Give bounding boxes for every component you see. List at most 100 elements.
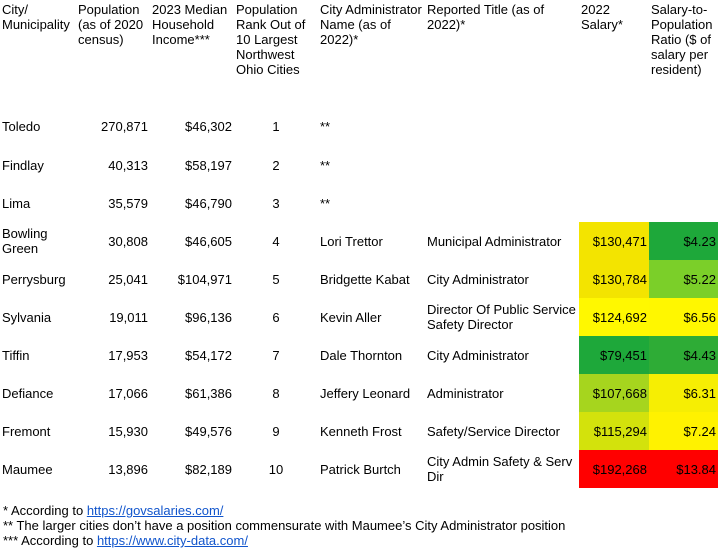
cell-ratio [649, 184, 718, 222]
table-row: Perrysburg 25,041 $104,971 5 Bridgette Kabat… [0, 260, 718, 298]
cell-rank: 7 [272, 347, 280, 363]
cell-population: 40,313 [108, 157, 148, 173]
table-row: Fremont 15,930 $49,576 9 Kenneth Frost Safety… [0, 412, 718, 450]
cell-rank: 5 [272, 271, 280, 287]
cell-admin: ** [320, 195, 331, 211]
table-row: Bowling Green 30,808 $46,605 4 Lori Trettor M… [0, 222, 718, 260]
cell-title: City Administrator [427, 271, 529, 287]
cell-population: 17,953 [108, 347, 148, 363]
cell-admin: Dale Thornton [320, 347, 403, 363]
cell-rank: 2 [272, 157, 280, 173]
header-city: City/Municipality [2, 2, 70, 32]
cell-rank: 10 [268, 461, 284, 477]
salary-table: City/Municipality Population (as of 2020 c… [0, 0, 718, 488]
cell-title [425, 106, 579, 146]
cell-admin: Bridgette Kabat [320, 271, 410, 287]
cell-salary [579, 146, 649, 184]
cell-title: City Administrator [427, 347, 529, 363]
cell-population: 15,930 [108, 423, 148, 439]
header-admin: City Administrator Name (as of 2022)* [320, 2, 422, 47]
header-population: Population (as of 2020 census) [78, 2, 144, 47]
header-ratio: Salary-to- Population Ratio ($ of salary pe… [651, 2, 713, 77]
cell-salary: $192,268 [579, 450, 649, 488]
footnote-2: ** The larger cities don’t have a positi… [3, 518, 566, 533]
cell-city: Toledo [2, 118, 41, 134]
cell-population: 25,041 [108, 271, 148, 287]
cell-salary: $130,784 [579, 260, 649, 298]
cell-admin: ** [320, 157, 331, 173]
table-row: Maumee 13,896 $82,189 10 Patrick Burtch City … [0, 450, 718, 488]
cell-income: $82,189 [185, 461, 232, 477]
cell-admin: ** [320, 118, 331, 134]
cell-population: 30,808 [108, 233, 148, 249]
cell-admin: Kenneth Frost [320, 423, 402, 439]
cell-salary [579, 106, 649, 146]
footnotes: * According to https://govsalaries.com/ … [3, 503, 565, 548]
cell-rank: 4 [272, 233, 280, 249]
cell-rank: 3 [272, 195, 280, 211]
table-row: Findlay 40,313 $58,197 2 ** [0, 146, 718, 184]
header-rank: Population Rank Out of 10 Largest Northwest… [236, 2, 306, 77]
cell-ratio: $13.84 [649, 450, 718, 488]
cell-title: Administrator [427, 385, 504, 401]
cell-title [425, 184, 579, 222]
header-title: Reported Title (as of 2022)* [427, 2, 545, 32]
header-row: City/Municipality Population (as of 2020 c… [0, 0, 718, 106]
cell-salary [579, 184, 649, 222]
city-data-link[interactable]: https://www.city-data.com/ [96, 533, 248, 548]
header-income: 2023 Median Household Income*** [152, 2, 228, 47]
cell-city: Sylvania [2, 309, 52, 325]
table-row: Tiffin 17,953 $54,172 7 Dale Thornton City Ad… [0, 336, 718, 374]
cell-income: $54,172 [185, 347, 232, 363]
cell-ratio [649, 106, 718, 146]
cell-title [425, 146, 579, 184]
table-row: Lima 35,579 $46,790 3 ** [0, 184, 718, 222]
cell-income: $96,136 [185, 309, 232, 325]
table-body: Toledo 270,871 $46,302 1 ** Findlay 40,313 $58,… [0, 106, 718, 488]
cell-city: Maumee [2, 461, 53, 477]
govsalaries-link[interactable]: https://govsalaries.com/ [86, 503, 224, 518]
cell-salary: $107,668 [579, 374, 649, 412]
cell-income: $46,790 [185, 195, 232, 211]
cell-city: Defiance [2, 385, 54, 401]
cell-salary: $130,471 [579, 222, 649, 260]
cell-income: $61,386 [185, 385, 232, 401]
cell-salary: $124,692 [579, 298, 649, 336]
cell-income: $46,605 [185, 233, 232, 249]
cell-admin: Patrick Burtch [320, 461, 401, 477]
cell-income: $104,971 [177, 271, 232, 287]
cell-admin: Jeffery Leonard [320, 385, 411, 401]
footnote-1: * According to https://govsalaries.com/ [3, 503, 224, 518]
cell-population: 19,011 [109, 309, 148, 325]
cell-ratio: $5.22 [649, 260, 718, 298]
cell-salary: $79,451 [579, 336, 649, 374]
cell-income: $49,576 [185, 423, 232, 439]
cell-city: Fremont [2, 423, 51, 439]
table-row: Defiance 17,066 $61,386 8 Jeffery Leonard Adm… [0, 374, 718, 412]
cell-ratio: $4.43 [649, 336, 718, 374]
header-salary: 2022 Salary* [581, 2, 623, 32]
cell-title: Municipal Administrator [427, 233, 562, 249]
cell-city: Findlay [2, 157, 44, 173]
cell-rank: 9 [272, 423, 280, 439]
table-row: Toledo 270,871 $46,302 1 ** [0, 106, 718, 146]
cell-population: 35,579 [108, 195, 148, 211]
cell-title: Safety/Service Director [427, 423, 560, 439]
table-row: Sylvania 19,011 $96,136 6 Kevin Aller Directo… [0, 298, 718, 336]
cell-rank: 6 [272, 309, 280, 325]
cell-ratio: $7.24 [649, 412, 718, 450]
cell-city: Bowling Green [2, 226, 48, 256]
cell-ratio: $6.31 [649, 374, 718, 412]
cell-population: 270,871 [101, 118, 148, 134]
cell-title: Director Of Public Service Safety Direct… [427, 302, 576, 332]
cell-title: City Admin Safety & Serv Dir [427, 454, 573, 484]
cell-salary: $115,294 [579, 412, 649, 450]
cell-population: 17,066 [108, 385, 148, 401]
cell-city: Tiffin [2, 347, 30, 363]
cell-ratio: $4.23 [649, 222, 718, 260]
cell-rank: 1 [272, 118, 280, 134]
footnote-3: *** According to https://www.city-data.c… [3, 533, 248, 548]
cell-ratio: $6.56 [649, 298, 718, 336]
cell-city: Perrysburg [2, 271, 66, 287]
cell-rank: 8 [272, 385, 280, 401]
